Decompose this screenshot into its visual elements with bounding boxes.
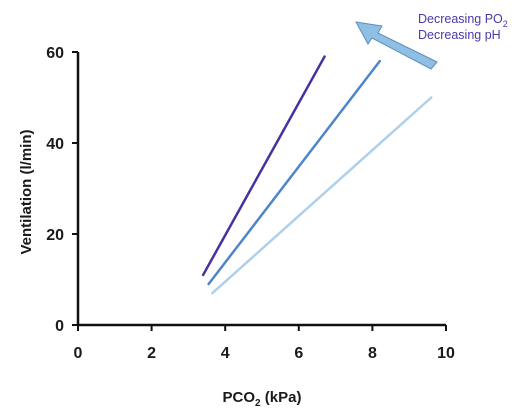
x-tick-label: 6 (294, 345, 303, 362)
x-tick-label: 2 (147, 345, 156, 362)
chart-ticks: 0 2 4 6 8 10 0 20 40 60 (46, 45, 455, 362)
series-line-2 (207, 59, 382, 286)
annotation-line-1-main: Decreasing PO (418, 12, 503, 26)
series-line-1 (201, 55, 326, 277)
x-axis-title-unit: (kPa) (261, 389, 302, 406)
chart-axes (76, 52, 446, 327)
decreasing-arrow-icon (355, 21, 438, 70)
x-axis-title-subscript: 2 (255, 398, 261, 409)
x-axis-title: PCO2 (kPa) (223, 389, 302, 409)
series-line-3 (211, 96, 433, 295)
y-tick-label: 20 (46, 227, 64, 244)
x-tick-label: 8 (368, 345, 377, 362)
x-axis-title-main: PCO (223, 389, 256, 406)
annotation-line-1: Decreasing PO2 (418, 12, 508, 29)
annotation-line-2: Decreasing pH (418, 28, 501, 42)
x-tick-label: 4 (221, 345, 230, 362)
y-tick-label: 60 (46, 45, 64, 62)
annotation-line-1-subscript: 2 (503, 19, 508, 29)
chart-series (201, 55, 433, 295)
x-tick-label: 0 (74, 345, 83, 362)
y-tick-label: 40 (46, 136, 64, 153)
y-tick-label: 0 (55, 318, 64, 335)
x-tick-label: 10 (437, 345, 455, 362)
y-axis-title: Ventilation (l/min) (18, 129, 35, 254)
annotation: Decreasing PO2 Decreasing pH (355, 12, 508, 70)
